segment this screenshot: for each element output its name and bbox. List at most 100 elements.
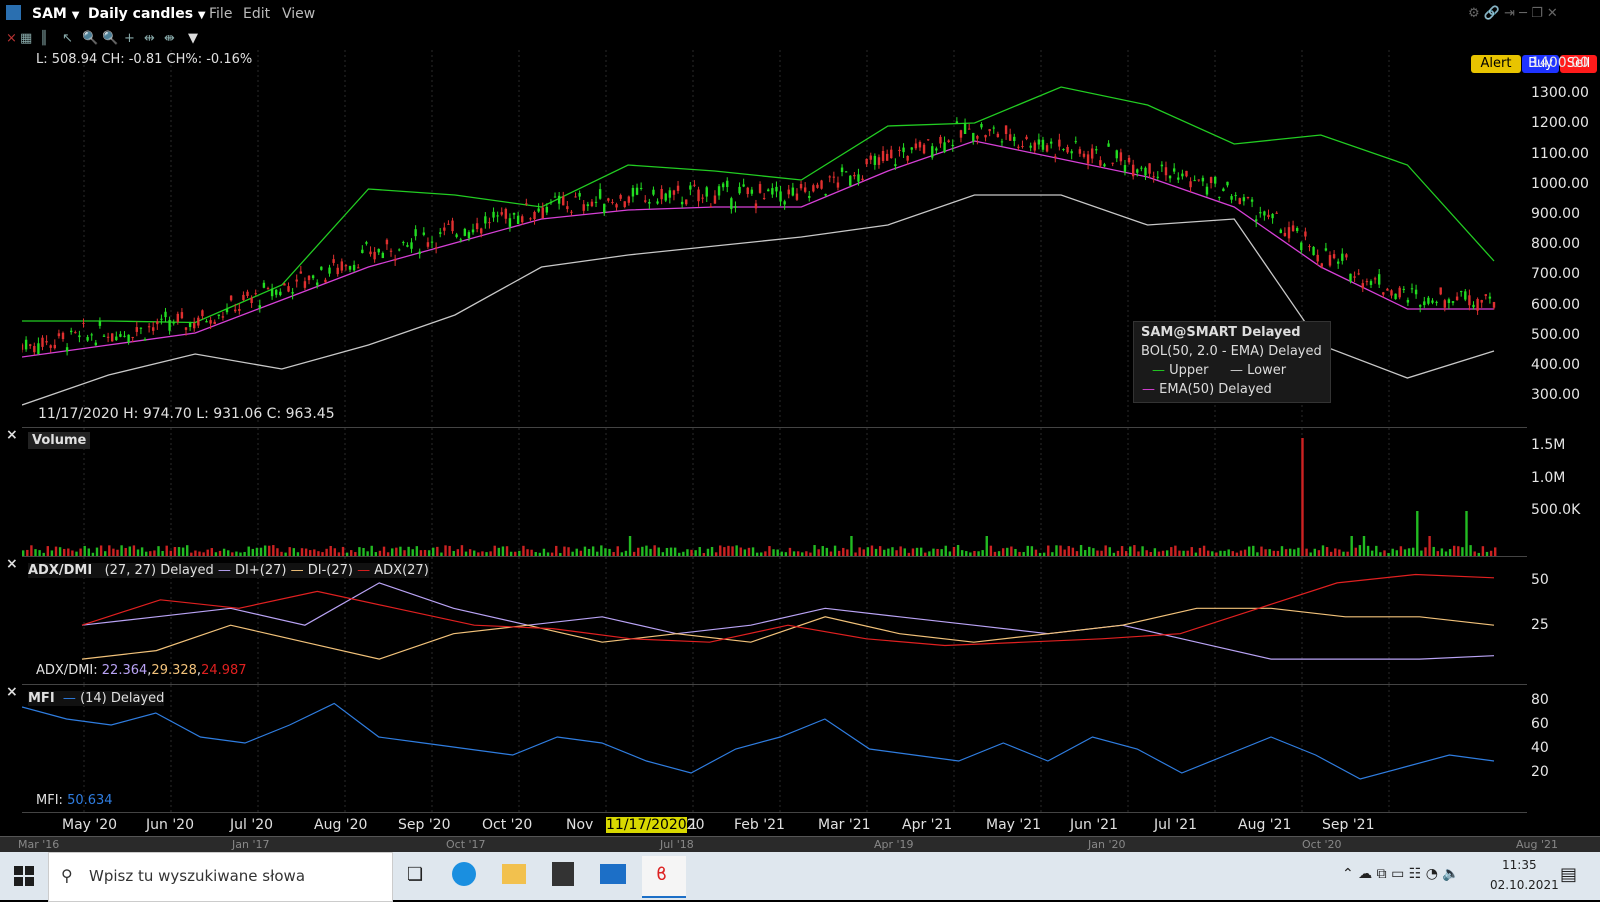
volume-bar — [661, 552, 665, 556]
sell-button[interactable]: Sell — [1560, 55, 1597, 73]
more-icon[interactable]: ▼ — [188, 31, 198, 46]
volume-bar — [1305, 548, 1308, 556]
chevron-down-icon: ▼ — [71, 10, 80, 21]
chart-type-selector[interactable]: Daily candles ▼ — [88, 6, 206, 22]
menu-edit[interactable]: Edit — [243, 6, 271, 22]
volume-bar — [1211, 551, 1214, 556]
alert-button[interactable]: Alert — [1471, 55, 1521, 73]
candle-body — [1131, 164, 1135, 177]
volume-bar — [1477, 552, 1480, 556]
candle-body — [721, 183, 725, 188]
volume-bar — [1120, 546, 1124, 556]
clock-time[interactable]: 11:35 — [1502, 858, 1537, 872]
volume-bar — [153, 550, 156, 556]
tray-icons[interactable]: ⌃ ☁ ⧉ ▭ ☷ ◔ 🔈 — [1342, 866, 1460, 882]
overview-scrollbar[interactable]: Mar '16 Jan '17 Oct '17 Jul '18 Apr '19 Jan '… — [0, 836, 1600, 853]
candle-body — [254, 293, 257, 295]
search-box[interactable]: ⚲ Wpisz tu wyszukiwane słowa — [48, 852, 393, 902]
volume-bar — [1383, 550, 1386, 556]
volume-bar — [58, 547, 62, 556]
volume-bar — [973, 550, 976, 556]
close-icon[interactable]: × — [6, 31, 17, 46]
adx-axis: 50 25 — [1527, 556, 1600, 683]
crosshair-icon[interactable]: + — [124, 31, 135, 46]
bars-icon[interactable]: ║ — [40, 31, 48, 46]
file-explorer-icon[interactable] — [502, 864, 526, 884]
window-controls[interactable]: ⚙ 🔗 ⇥ ─ ❐ ✕ — [1468, 6, 1558, 21]
adx-readout-diplus: 22.364 — [101, 663, 148, 678]
time-axis-label: Apr '21 — [902, 817, 953, 833]
volume-bar — [587, 548, 591, 556]
close-mfi-icon[interactable]: × — [6, 684, 18, 700]
volume-bar — [1149, 552, 1152, 556]
volume-pane[interactable]: Volume — [22, 427, 1527, 556]
candle-body — [328, 267, 331, 274]
volume-bar — [1473, 551, 1476, 556]
clock-date[interactable]: 02.10.2021 — [1490, 878, 1559, 892]
buy-button[interactable]: Buy — [1522, 55, 1559, 73]
volume-bar — [624, 550, 628, 556]
candle-body — [1086, 154, 1090, 164]
candle-body — [980, 123, 983, 128]
mfi-pane[interactable]: MFI — (14) Delayed MFI: 50.634 — [22, 684, 1527, 813]
volume-bar — [772, 549, 775, 556]
notification-icon[interactable]: ▤ — [1560, 864, 1578, 885]
edge-icon[interactable] — [452, 862, 476, 886]
menu-file[interactable]: File — [209, 6, 233, 22]
candle-body — [1361, 283, 1364, 289]
fit-icon[interactable]: ⇹ — [144, 31, 155, 46]
candle-body — [840, 167, 844, 173]
candle-body — [996, 133, 1000, 138]
table-icon[interactable]: ▦ — [20, 31, 33, 46]
zoom-in-icon[interactable]: 🔍 — [82, 31, 99, 46]
candle-body — [771, 188, 774, 195]
candle-body — [676, 185, 680, 191]
volume-bar — [493, 545, 496, 556]
volume-bar — [403, 550, 406, 556]
pointer-icon[interactable]: ↖ — [62, 31, 73, 46]
candle-body — [336, 267, 339, 275]
candle-body — [791, 187, 795, 196]
price-chart[interactable] — [22, 50, 1527, 425]
volume-bar — [1153, 548, 1157, 556]
candle-body — [229, 295, 233, 301]
candle-body — [1136, 169, 1139, 173]
candle-body — [906, 155, 909, 161]
close-volume-icon[interactable]: × — [6, 427, 18, 443]
candle-body — [209, 320, 212, 324]
candle-body — [693, 184, 696, 186]
adx-pane[interactable]: ADX/DMI (27, 27) Delayed — DI+(27) — DI-… — [22, 556, 1527, 684]
tws-app-icon[interactable]: ϐ — [642, 856, 686, 898]
overview-label: Jan '17 — [232, 838, 270, 851]
candle-body — [1377, 274, 1381, 285]
symbol-selector[interactable]: SAM ▼ — [32, 6, 79, 22]
candle-body — [1345, 254, 1348, 258]
volume-bar — [1494, 547, 1497, 556]
candle-body — [90, 334, 93, 336]
mail-icon[interactable] — [600, 864, 626, 884]
candle-body — [463, 228, 467, 236]
candle-body — [320, 266, 323, 270]
volume-bar — [936, 548, 939, 556]
volume-bar — [911, 548, 915, 556]
volume-bar — [575, 548, 578, 556]
candle-body — [709, 206, 713, 208]
task-view-icon[interactable]: ❏ — [407, 864, 424, 885]
expand-icon[interactable]: ⇼ — [164, 31, 175, 46]
candle-body — [53, 344, 57, 349]
candle-body — [475, 223, 479, 230]
store-icon[interactable] — [552, 862, 574, 886]
candle-body — [1049, 141, 1053, 144]
volume-bar — [801, 552, 804, 556]
price-pane[interactable]: L: 508.94 CH: -0.81 CH%: -0.16% 11/17/20… — [22, 50, 1527, 425]
volume-bar — [993, 551, 997, 556]
candle-body — [242, 294, 245, 301]
start-icon[interactable] — [14, 866, 34, 886]
menu-view[interactable]: View — [282, 6, 316, 22]
candle-body — [926, 139, 930, 141]
volume-bar — [1247, 546, 1251, 556]
overview-label: Oct '20 — [1302, 838, 1342, 851]
zoom-out-icon[interactable]: 🔍 — [102, 31, 119, 46]
candle-body — [508, 218, 512, 227]
close-adx-icon[interactable]: × — [6, 556, 18, 572]
